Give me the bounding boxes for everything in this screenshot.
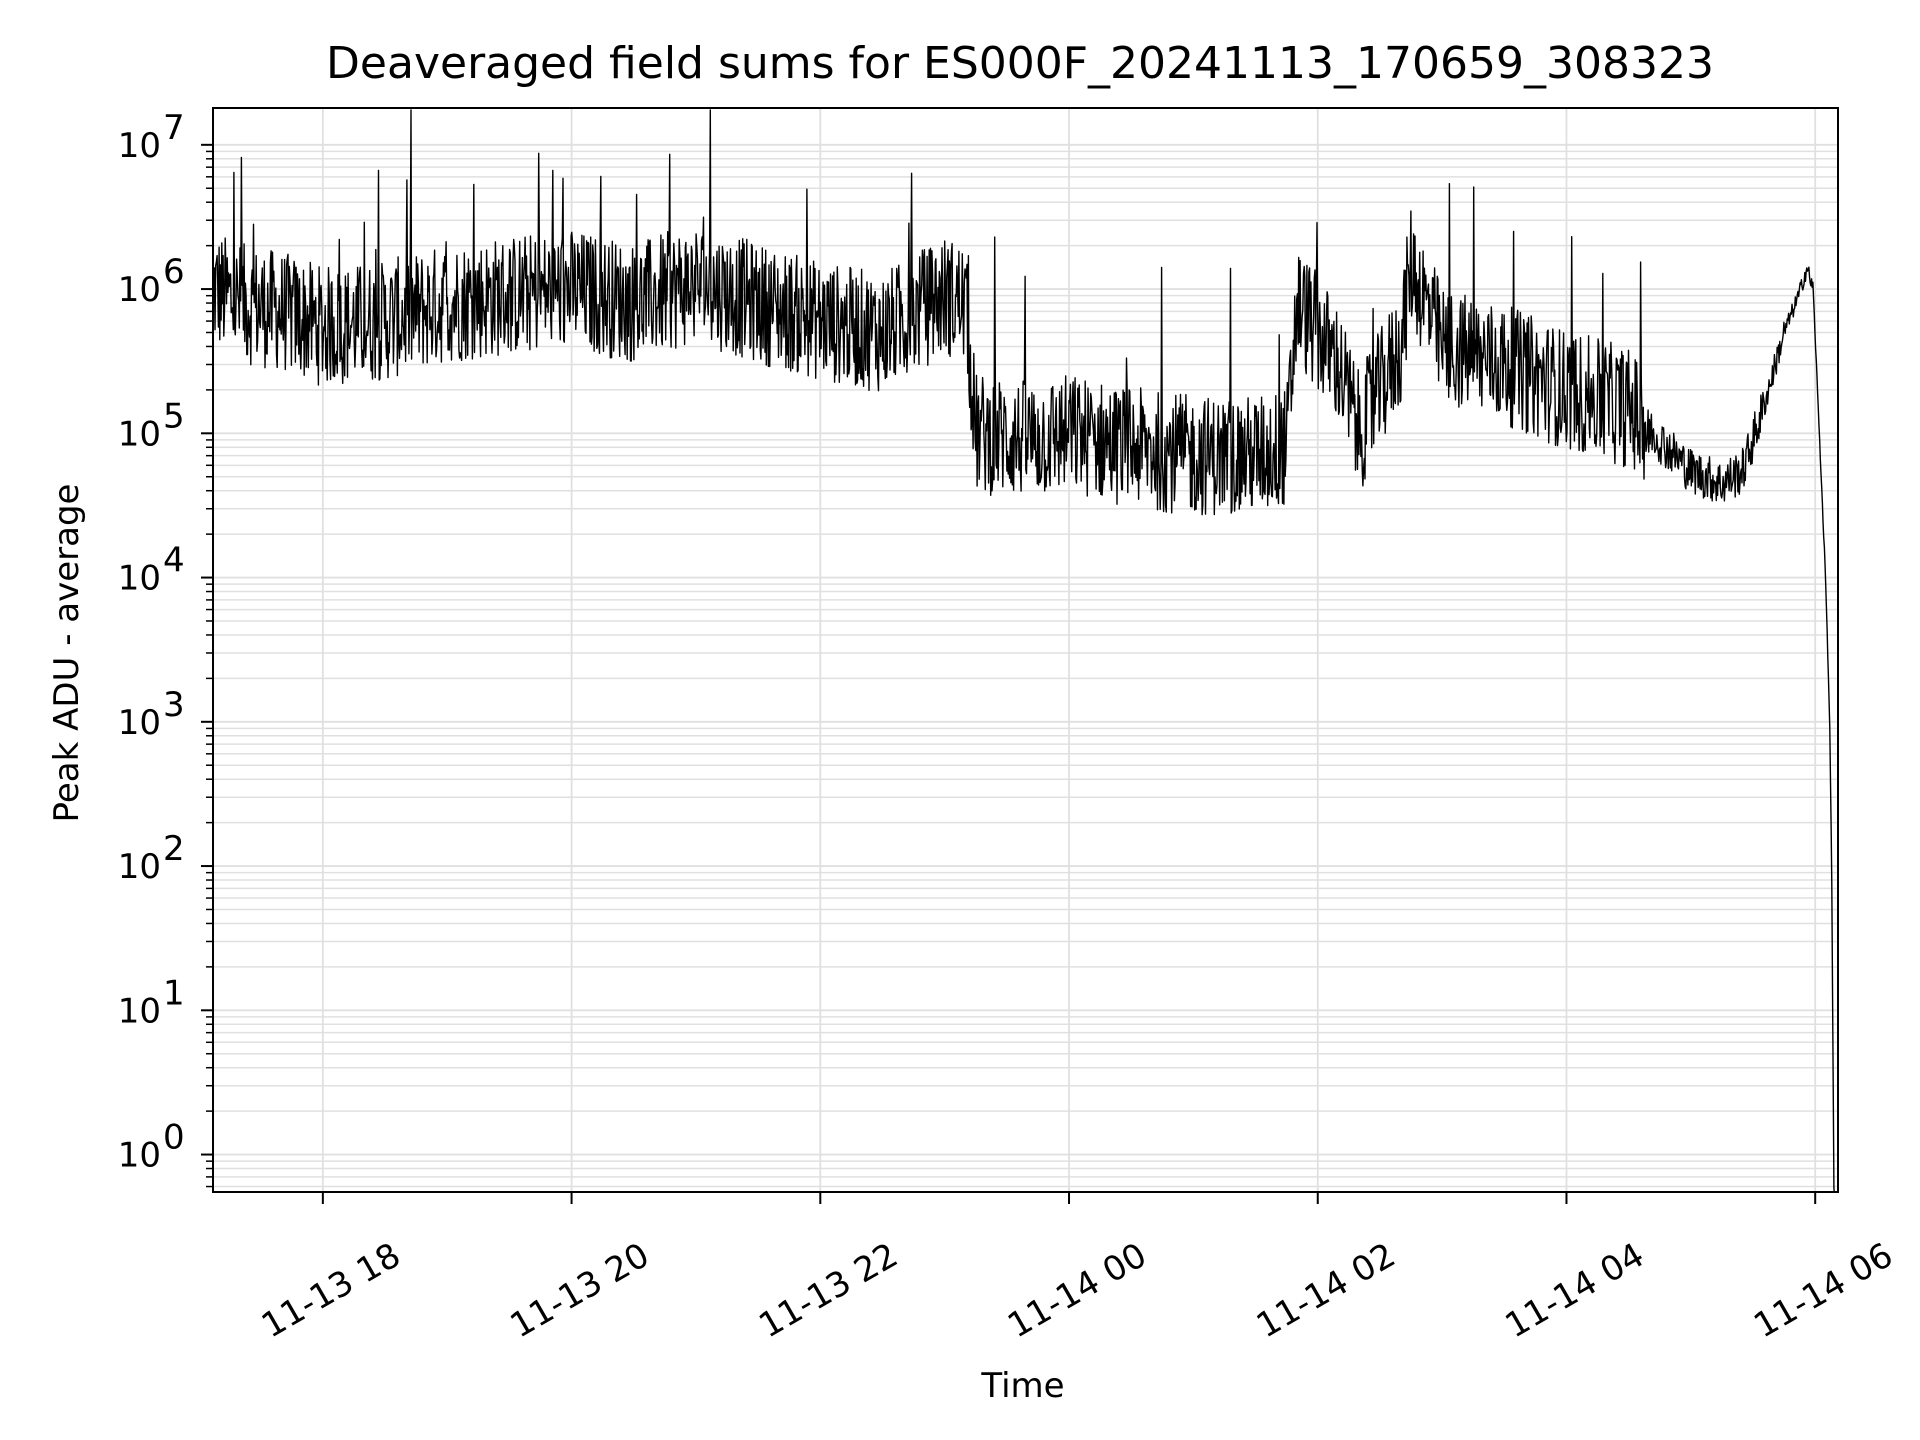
y-tick-label: 10 — [118, 414, 161, 454]
y-tick-label-exponent: 7 — [163, 108, 185, 148]
grid-layer — [213, 108, 1838, 1192]
x-axis-label: Time — [980, 1366, 1064, 1406]
y-tick-label: 10 — [118, 126, 161, 166]
y-tick-label-exponent: 0 — [163, 1118, 185, 1158]
chart-title: Deaveraged field sums for ES000F_2024111… — [326, 38, 1714, 89]
y-tick-label: 10 — [118, 270, 161, 310]
y-tick-label: 10 — [118, 1136, 161, 1176]
plot-frame — [212, 107, 1839, 1193]
y-axis-label: Peak ADU - average — [47, 484, 87, 823]
y-tick-label-exponent: 4 — [163, 541, 185, 581]
y-tick-label-exponent: 2 — [163, 829, 185, 869]
y-tick-label: 10 — [118, 847, 161, 887]
y-tick-label-exponent: 6 — [163, 252, 185, 292]
y-tick-label: 10 — [118, 703, 161, 743]
y-tick-label-exponent: 3 — [163, 685, 185, 725]
series-line-peak-adu — [213, 109, 1835, 1192]
y-tick-label: 10 — [118, 991, 161, 1031]
y-tick-label-exponent: 1 — [163, 973, 185, 1013]
y-tick-label: 10 — [118, 559, 161, 599]
y-tick-label-exponent: 5 — [163, 396, 185, 436]
